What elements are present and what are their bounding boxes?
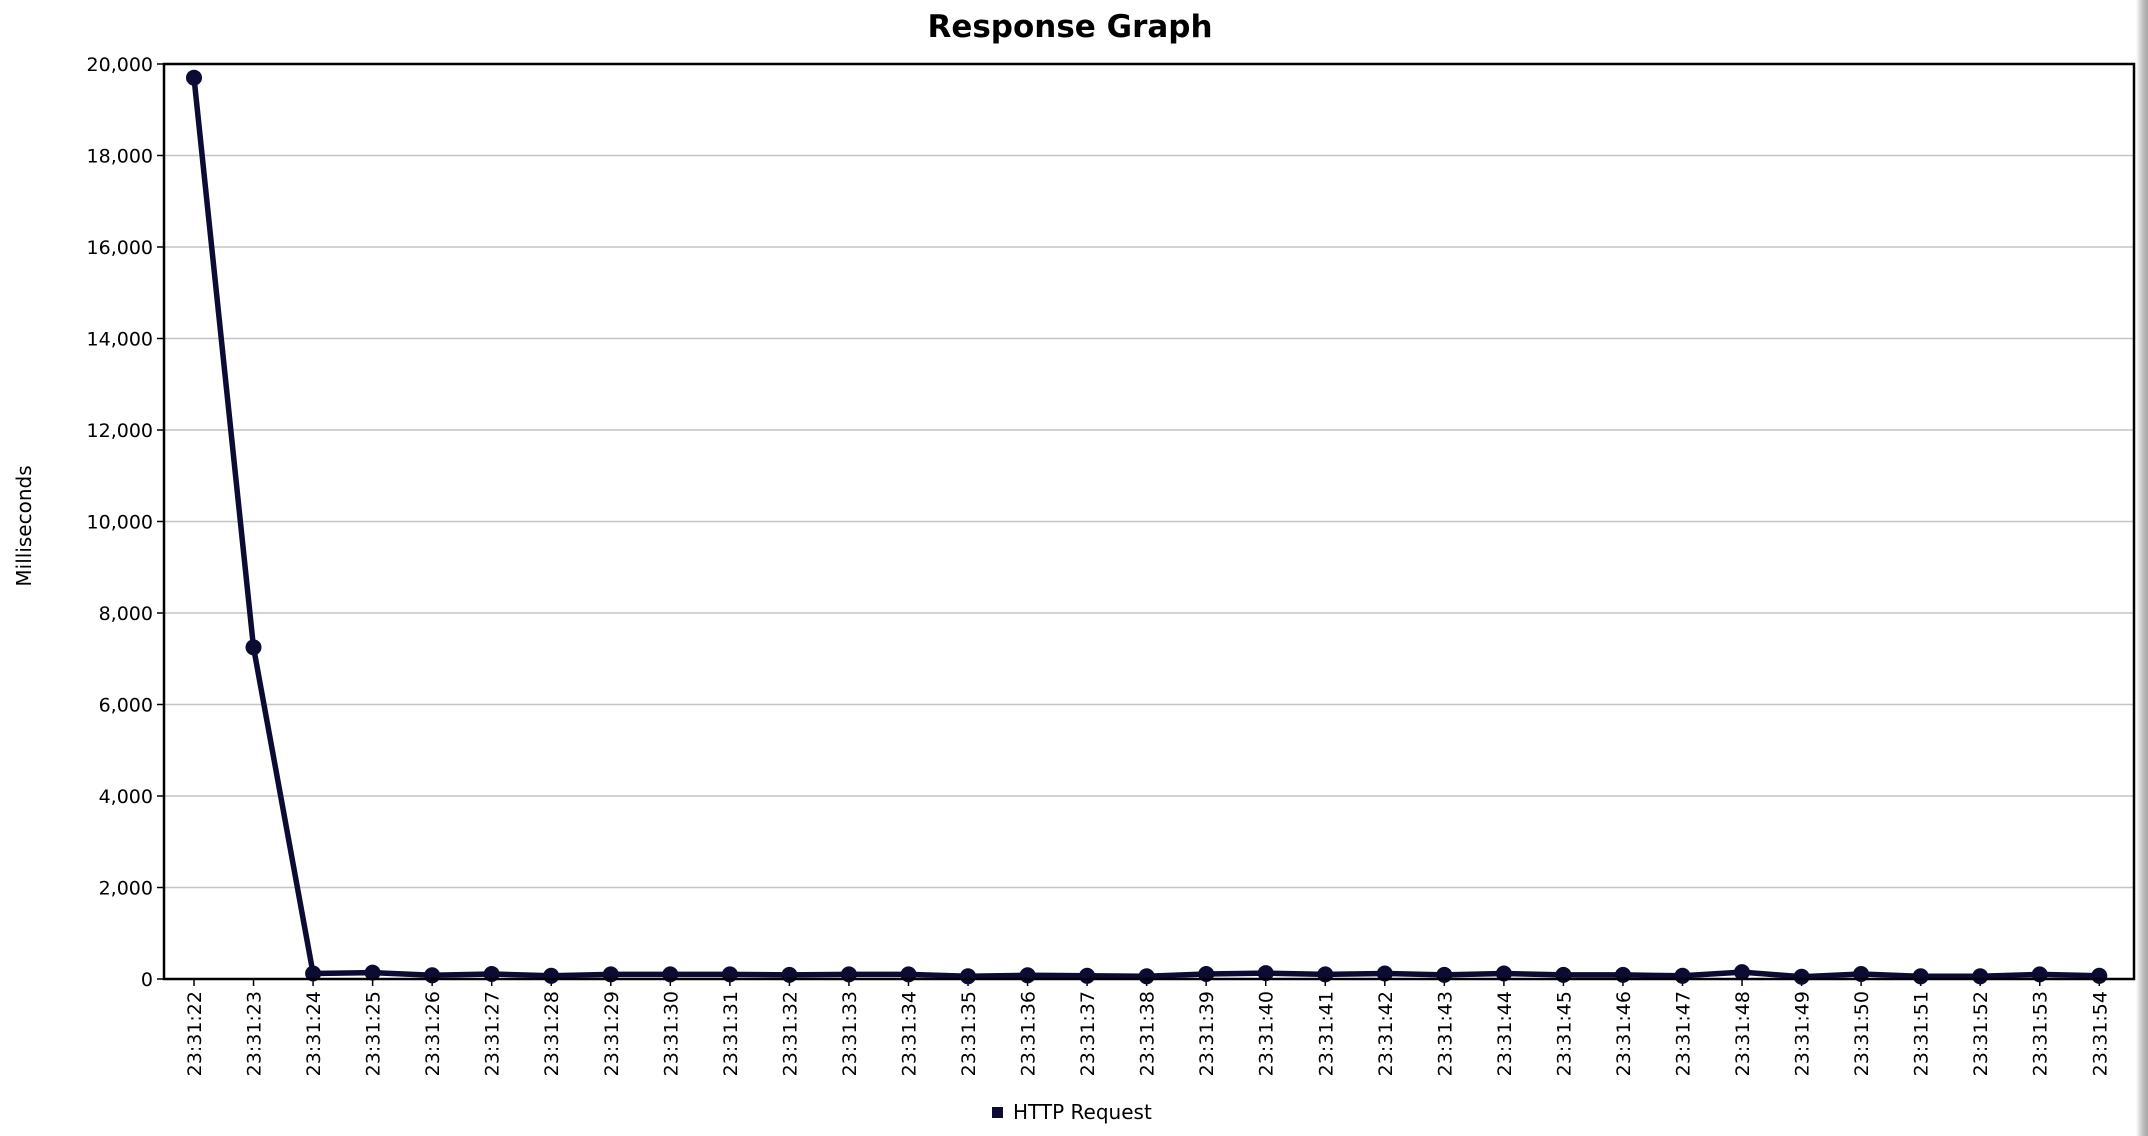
x-tick-label: 23:31:37 — [1077, 991, 1099, 1076]
x-tick-label: 23:31:31 — [720, 991, 742, 1076]
x-tick-label: 23:31:51 — [1911, 991, 1933, 1076]
y-tick-label: 16,000 — [87, 237, 153, 259]
data-point — [1555, 966, 1572, 983]
x-tick-label: 23:31:49 — [1792, 991, 1814, 1076]
x-tick-label: 23:31:44 — [1494, 991, 1516, 1076]
x-tick-label: 23:31:33 — [839, 991, 861, 1076]
x-tick-label: 23:31:53 — [2030, 991, 2052, 1076]
x-tick-label: 23:31:50 — [1851, 991, 1873, 1076]
data-point — [1257, 965, 1274, 982]
data-point — [543, 967, 560, 984]
x-tick-label: 23:31:54 — [2089, 991, 2111, 1076]
data-point — [1912, 968, 1929, 985]
series-line — [191, 74, 2103, 980]
x-tick-label: 23:31:29 — [601, 991, 623, 1076]
x-axis-ticks: 23:31:22 23:31:23 23:31:24 23:31:25 23:31:26… — [184, 979, 2111, 1076]
y-tick-label: 8,000 — [99, 603, 153, 625]
x-tick-label: 23:31:24 — [303, 991, 325, 1076]
data-point — [960, 968, 976, 985]
x-tick-label: 23:31:25 — [363, 991, 385, 1076]
y-tick-label: 12,000 — [87, 420, 153, 442]
x-tick-label: 23:31:23 — [244, 991, 266, 1076]
data-point — [424, 967, 441, 984]
data-point — [305, 965, 322, 982]
x-tick-label: 23:31:36 — [1018, 991, 1040, 1076]
x-tick-label: 23:31:38 — [1137, 991, 1159, 1076]
x-tick-label: 23:31:48 — [1732, 991, 1754, 1076]
series-layer — [186, 69, 2108, 985]
data-point — [245, 639, 262, 656]
y-tick-label: 10,000 — [87, 512, 153, 534]
plot-area-border — [162, 62, 2136, 981]
x-tick-label: 23:31:32 — [779, 991, 801, 1076]
data-point — [1495, 965, 1512, 982]
x-tick-label: 23:31:41 — [1315, 991, 1337, 1076]
x-tick-label: 23:31:47 — [1673, 991, 1695, 1076]
data-point — [2091, 967, 2108, 984]
x-tick-label: 23:31:35 — [958, 991, 980, 1076]
data-point — [1376, 965, 1393, 982]
x-tick-label: 23:31:30 — [660, 991, 682, 1076]
x-tick-label: 23:31:45 — [1553, 991, 1575, 1076]
data-point — [1019, 967, 1036, 984]
data-point — [781, 966, 798, 983]
data-point — [1138, 968, 1155, 985]
data-point — [1079, 967, 1096, 984]
data-point — [186, 69, 202, 86]
x-tick-label: 23:31:27 — [482, 991, 504, 1076]
x-tick-label: 23:31:34 — [898, 991, 920, 1076]
x-tick-label: 23:31:43 — [1434, 991, 1456, 1076]
x-tick-label: 23:31:46 — [1613, 991, 1635, 1076]
x-tick-label: 23:31:42 — [1375, 991, 1397, 1076]
data-point — [364, 964, 381, 981]
y-tick-label: 0 — [141, 969, 153, 991]
y-tick-label: 14,000 — [87, 329, 153, 351]
y-axis-ticks: 0 2,000 4,000 6,000 8,000 10,000 12,000 14,000 1… — [87, 54, 164, 991]
x-tick-label: 23:31:40 — [1256, 991, 1278, 1076]
x-tick-label: 23:31:52 — [1970, 991, 1992, 1076]
data-point — [1436, 966, 1453, 983]
y-tick-label: 4,000 — [99, 786, 153, 808]
data-point — [1734, 964, 1750, 981]
y-tick-label: 6,000 — [99, 695, 153, 717]
data-point — [1972, 968, 1989, 985]
x-tick-label: 23:31:22 — [184, 991, 206, 1076]
x-tick-label: 23:31:26 — [422, 991, 444, 1076]
data-point — [1615, 966, 1631, 983]
legend-swatch-http-request — [992, 1107, 1003, 1118]
y-tick-label: 20,000 — [87, 54, 153, 76]
chart-title: Response Graph — [927, 9, 1212, 45]
gridlines — [164, 154, 2134, 889]
y-tick-label: 18,000 — [87, 146, 153, 168]
data-point — [1793, 968, 1810, 985]
window-edge — [2136, 0, 2148, 1136]
x-tick-label: 23:31:39 — [1196, 991, 1218, 1076]
y-axis-label: Milliseconds — [12, 465, 36, 586]
x-tick-label: 23:31:28 — [541, 991, 563, 1076]
y-tick-label: 2,000 — [99, 878, 153, 900]
legend: HTTP Request — [992, 1100, 1152, 1124]
legend-label-http-request: HTTP Request — [1013, 1100, 1152, 1124]
data-point — [1674, 967, 1691, 984]
